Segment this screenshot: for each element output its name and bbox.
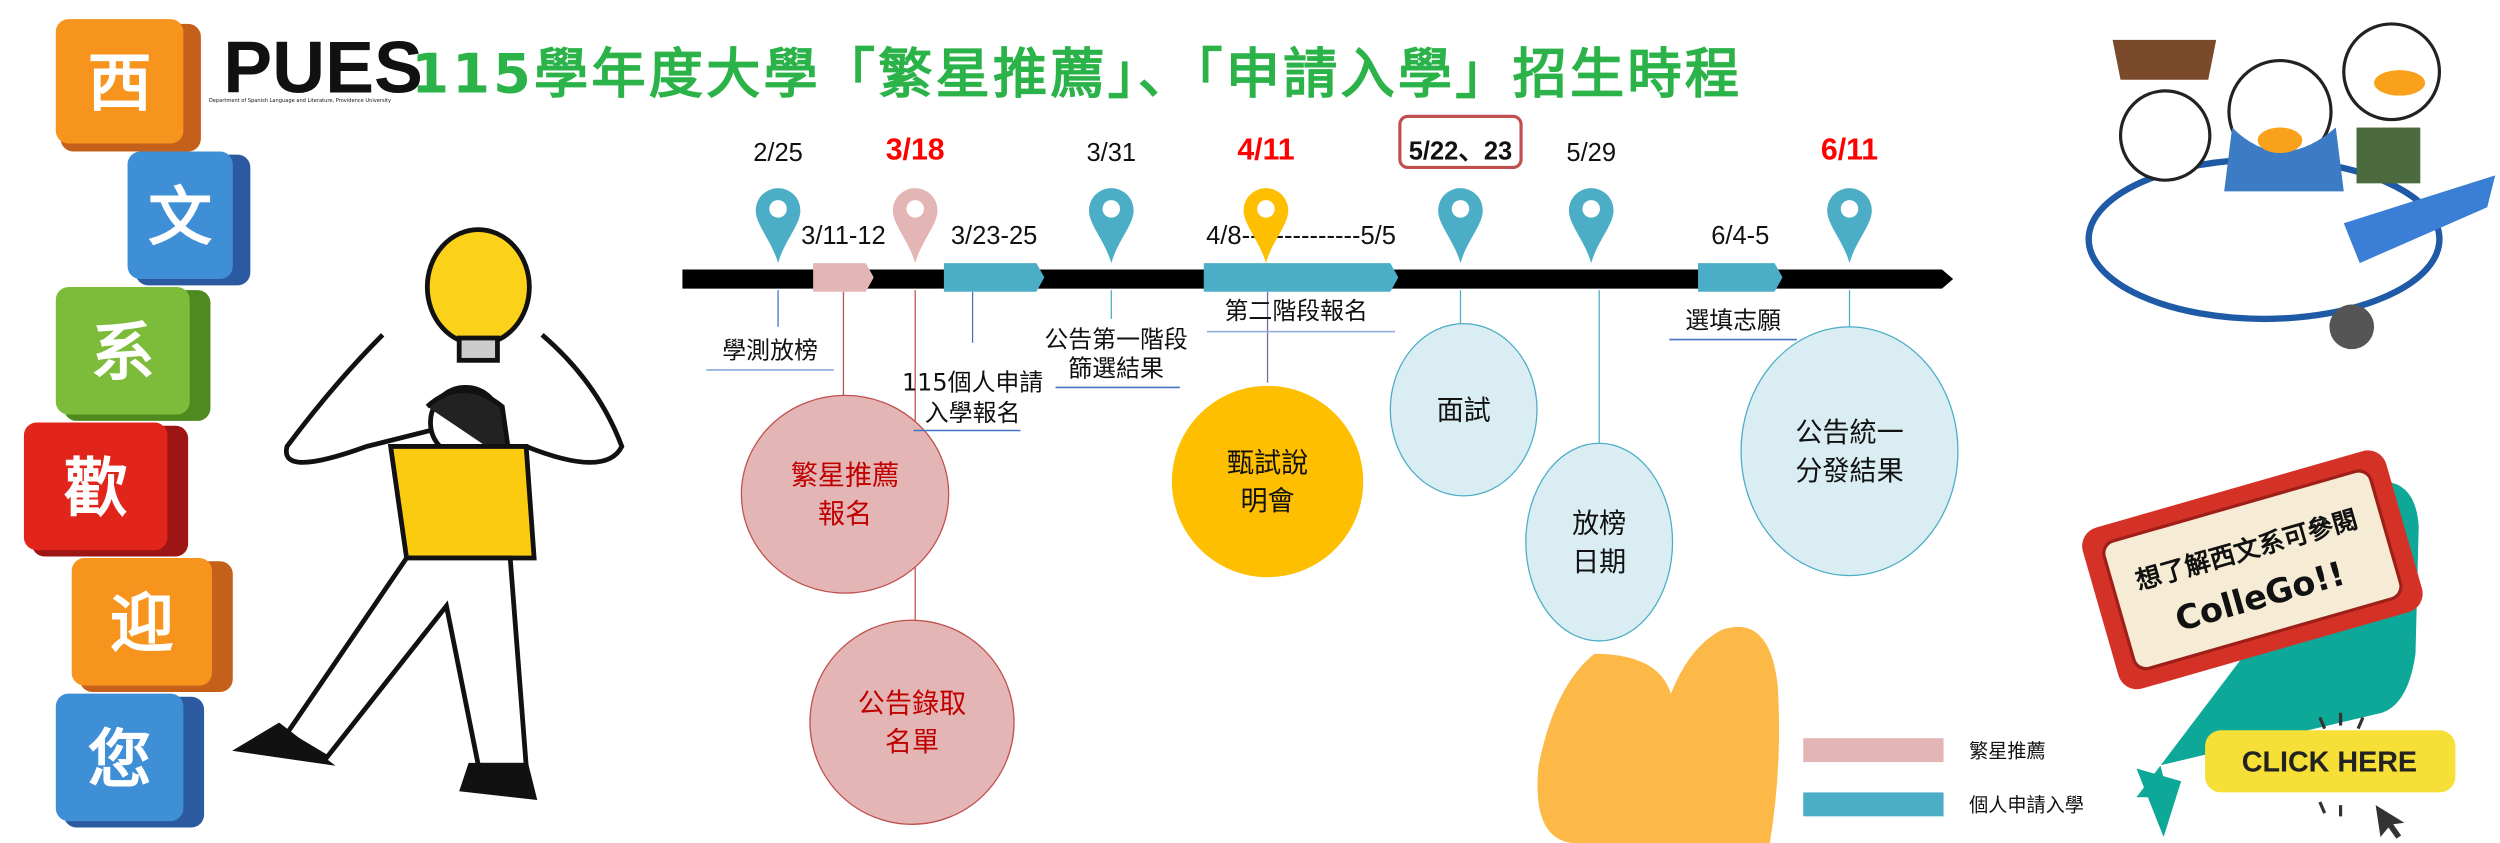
collego-sign[interactable]: 想了解西文系可參閱 ColleGo!! (2078, 446, 2428, 838)
event-bubble (1171, 385, 1364, 578)
event-label: 學測放榜 (722, 337, 818, 365)
pin-date: 3/31 (1086, 139, 1136, 167)
svg-text:系: 系 (91, 317, 155, 391)
bubble-text: 甄試說 (1227, 448, 1308, 479)
map-pin-icon (1568, 188, 1614, 264)
map-pin-icon (1088, 188, 1134, 264)
period-range: 3/23-25 (951, 222, 1037, 250)
click-here-button[interactable]: CLICK HERE (2205, 712, 2456, 839)
pin-date: 5/22、23 (1409, 137, 1513, 165)
event-label: 第二階段報名 (1225, 297, 1368, 325)
cube-1: 西 (55, 19, 201, 152)
legend-swatch-apply (1803, 792, 1944, 817)
map-pin-icon (755, 188, 801, 264)
map-pin-icon (1243, 188, 1289, 264)
cursor-icon (2375, 805, 2405, 839)
decorative-blob (1537, 626, 1780, 843)
event-label: 篩選結果 (1068, 354, 1164, 382)
event-bubble (1389, 323, 1538, 497)
cube-4: 歡 (23, 422, 189, 557)
person-illustration (232, 227, 625, 800)
bubble-text: 明會 (1240, 486, 1294, 517)
event-label: 公告第一階段 (1044, 326, 1187, 354)
bubble-text: 放榜 (1572, 509, 1626, 540)
svg-text:西: 西 (88, 47, 152, 121)
logo-letters: PUES (223, 26, 423, 108)
event-bubble (740, 394, 950, 594)
pin-date: 5/29 (1566, 139, 1616, 167)
bubble-text: 公告錄取 (858, 689, 966, 720)
svg-text:歡: 歡 (64, 452, 128, 526)
map-pin-icon (892, 188, 938, 264)
logo-subtitle: Department of Spanish Language and Liter… (209, 98, 391, 104)
cube-6: 您 (55, 693, 205, 828)
click-here-label: CLICK HERE (2242, 747, 2417, 779)
period-range: 3/11-12 (801, 222, 886, 250)
event-bubble (1525, 442, 1674, 642)
date-box (1398, 114, 1523, 170)
event-label: 115個人申請 (902, 369, 1043, 397)
bubble-text: 公告統一 (1795, 418, 1903, 449)
bubble-text: 日期 (1572, 547, 1626, 578)
period-arrow (813, 263, 874, 292)
welcome-cubes: 西 文 系 歡 迎 您 (23, 19, 251, 828)
ducks-airplane-illustration (2085, 22, 2496, 350)
cube-3: 系 (55, 286, 211, 421)
event-label: 入學報名 (925, 399, 1021, 427)
timeline: 3/11-12 3/23-25 4/8--------------5/5 6/4-5 … (682, 114, 1959, 825)
pues-logo: PUES Department of Spanish Language and … (209, 26, 423, 108)
event-bubble (809, 619, 1015, 825)
bubble-text: 名單 (885, 727, 939, 758)
bubble-text: 繁星推薦 (791, 461, 899, 492)
period-arrow (943, 263, 1045, 292)
period-arrow (1698, 263, 1783, 292)
pin-date: 3/18 (886, 133, 945, 166)
period-range: 6/4-5 (1711, 222, 1769, 250)
legend-label-fanxing: 繁星推薦 (1969, 739, 2046, 762)
pin-date: 2/25 (753, 139, 803, 167)
event-bubble (1740, 326, 1959, 577)
svg-text:文: 文 (148, 181, 212, 255)
legend-label-apply: 個人申請入學 (1969, 794, 2084, 817)
event-label: 選填志願 (1685, 306, 1781, 334)
cube-2: 文 (127, 151, 251, 286)
legend-swatch-fanxing (1803, 738, 1944, 763)
period-arrow (1203, 263, 1399, 292)
legend: 繁星推薦 個人申請入學 (1803, 738, 2084, 817)
bubble-text: 報名 (818, 499, 872, 530)
map-pin-icon (1438, 188, 1483, 264)
svg-text:迎: 迎 (110, 588, 174, 662)
svg-text:您: 您 (88, 723, 152, 797)
bubble-text: 分發結果 (1795, 456, 1903, 487)
bubble-text: 面試 (1437, 395, 1491, 426)
period-range: 4/8--------------5/5 (1206, 222, 1396, 250)
pin-date: 6/11 (1821, 133, 1878, 166)
map-pin-icon (1827, 188, 1872, 264)
pin-date: 4/11 (1237, 133, 1294, 166)
page-title: 115學年度大學「繁星推薦」、「申請入學」招生時程 (411, 42, 1742, 105)
cube-5: 迎 (71, 558, 233, 692)
